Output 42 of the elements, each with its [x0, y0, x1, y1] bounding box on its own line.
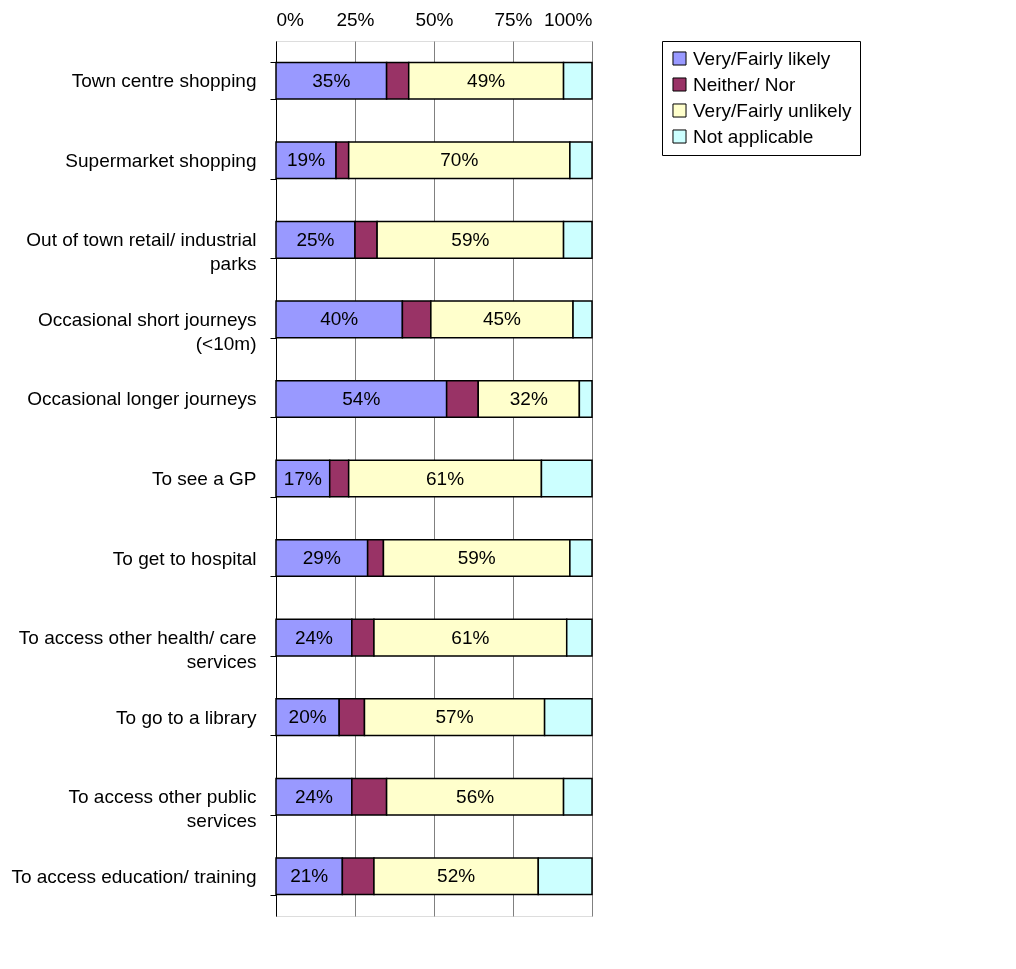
data-label: 57% [435, 706, 474, 728]
y-tick-label: Occasional short journeys (<10m) [37, 308, 257, 354]
data-label: 35% [312, 69, 351, 91]
data-label: 20% [288, 706, 327, 728]
data-label: 59% [457, 547, 496, 569]
data-label: 19% [287, 149, 326, 171]
y-tick-label: To access other health/ care services [18, 627, 257, 673]
y-tick-label: Out of town retail/ industrial parks [26, 229, 257, 275]
data-label: 59% [451, 228, 490, 250]
y-tick-label: To access other public services [68, 786, 257, 832]
x-tick-label: 100% [543, 8, 593, 30]
data-label: 32% [509, 387, 548, 409]
legend-label: Neither/ Nor [693, 73, 797, 95]
data-label: 25% [296, 228, 335, 250]
y-tick-label: To go to a library [116, 706, 257, 728]
data-label: 45% [482, 308, 522, 330]
legend-label: Not applicable [693, 125, 814, 147]
legend-label: Very/Fairly unlikely [693, 99, 852, 121]
x-tick-label: 0% [276, 8, 305, 30]
x-tick-label: 75% [494, 8, 533, 30]
data-label: 29% [302, 547, 341, 569]
data-label: 40% [320, 308, 359, 330]
data-label: 70% [440, 149, 479, 171]
legend-label: Very/Fairly likely [693, 47, 831, 69]
y-tick-label: Occasional longer journeys [27, 388, 257, 410]
x-tick-label: 50% [415, 8, 454, 30]
y-tick-label: Supermarket shopping [65, 149, 257, 171]
data-label: 52% [437, 865, 476, 887]
data-label: 61% [451, 626, 490, 648]
data-label: 61% [426, 467, 465, 489]
y-tick-label: To get to hospital [112, 547, 257, 569]
y-tick-label: To see a GP [151, 468, 257, 489]
data-label: 56% [456, 785, 495, 807]
data-label: 49% [467, 69, 506, 91]
x-tick-label: 25% [336, 8, 375, 30]
data-label: 54% [342, 387, 381, 409]
data-label: 24% [294, 626, 334, 648]
data-label: 17% [283, 467, 322, 489]
data-label: 21% [290, 865, 329, 887]
y-tick-label: Town centre shopping [71, 70, 257, 92]
data-label: 24% [294, 785, 334, 807]
y-tick-label: To access education/ training [11, 865, 257, 887]
